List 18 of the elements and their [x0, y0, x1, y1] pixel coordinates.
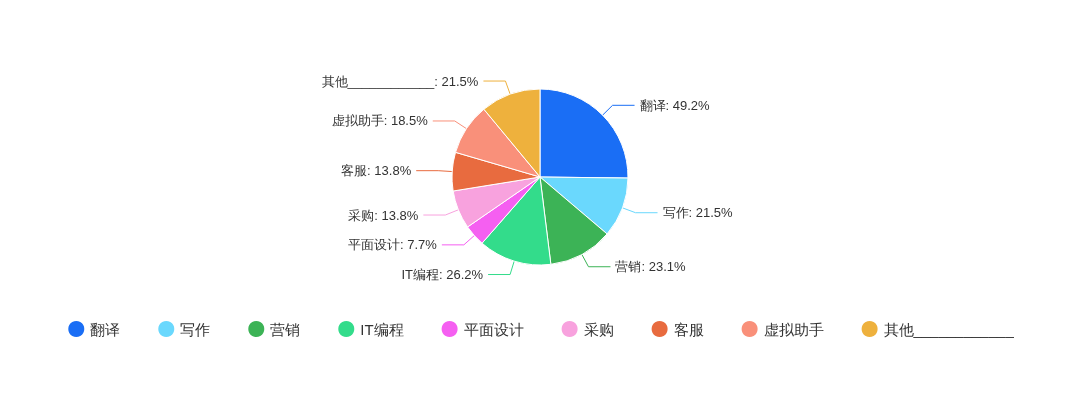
- legend-label: 写作: [180, 320, 211, 338]
- data-label: 虚拟助手: 18.5%: [331, 113, 429, 129]
- data-label: 写作: 21.5%: [662, 205, 734, 221]
- legend-label: IT编程: [360, 320, 404, 338]
- legend-label: 其他____________: [883, 320, 1015, 338]
- legend-label: 平面设计: [463, 320, 524, 338]
- data-label: 其他____________: 21.5%: [321, 73, 479, 89]
- data-label: 采购: 13.8%: [348, 207, 419, 223]
- data-label: 翻译: 49.2%: [639, 97, 711, 113]
- data-label: 营销: 23.1%: [615, 259, 687, 275]
- legend-label: 营销: [270, 320, 301, 338]
- legend-label: 翻译: [90, 320, 121, 338]
- data-label: 平面设计: 7.7%: [347, 237, 438, 253]
- data-label: IT编程: 26.2%: [401, 267, 484, 283]
- legend-label: 虚拟助手: [763, 320, 824, 338]
- data-label: 客服: 13.8%: [341, 163, 412, 179]
- legend-label: 客服: [673, 320, 704, 338]
- legend-label: 采购: [583, 320, 614, 338]
